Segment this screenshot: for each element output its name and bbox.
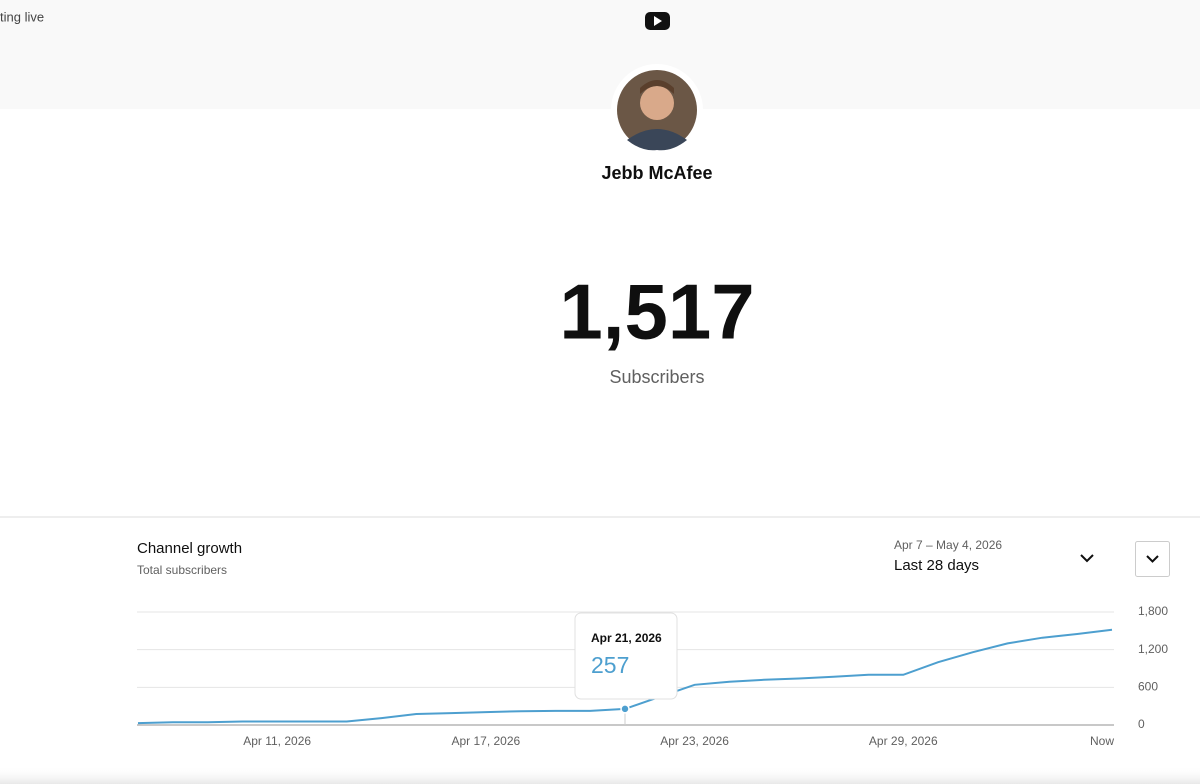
hover-point [620, 704, 630, 714]
subscriber-label: Subscribers [609, 367, 704, 387]
header-text: ting live [0, 9, 44, 24]
header-band [0, 0, 1200, 109]
chart-title: Channel growth [137, 540, 242, 557]
x-tick-label: Apr 11, 2026 [243, 734, 311, 748]
x-tick-label: Apr 29, 2026 [869, 734, 938, 748]
tooltip-value: 257 [591, 652, 629, 678]
expand-button[interactable] [1135, 541, 1170, 577]
y-tick-label: 1,200 [1138, 642, 1168, 656]
chart-subtitle: Total subscribers [137, 563, 227, 577]
subscriber-count: 1,517 [559, 268, 754, 356]
x-tick-label: Apr 17, 2026 [451, 734, 520, 748]
y-tick-label: 600 [1138, 680, 1158, 694]
x-tick-label: Now [1090, 734, 1114, 748]
y-tick-label: 0 [1138, 717, 1145, 731]
plot: 0 600 1,200 1,800 Apr 11, 2026 Apr 17, 2026 Ap… [137, 604, 1168, 748]
date-period[interactable]: Last 28 days [894, 557, 979, 574]
tooltip-box [574, 612, 678, 700]
x-tick-label: Apr 23, 2026 [660, 734, 729, 748]
tooltip: Apr 21, 2026 257 [574, 612, 678, 700]
channel-name: Jebb McAfee [601, 163, 712, 183]
avatar [611, 64, 703, 156]
date-range[interactable]: Apr 7 – May 4, 2026 [894, 538, 1002, 552]
youtube-logo[interactable] [645, 12, 670, 30]
period-dropdown[interactable] [1080, 554, 1094, 563]
y-tick-label: 1,800 [1138, 604, 1168, 618]
tooltip-date: Apr 21, 2026 [591, 631, 662, 645]
bottom-shade [0, 766, 1200, 784]
